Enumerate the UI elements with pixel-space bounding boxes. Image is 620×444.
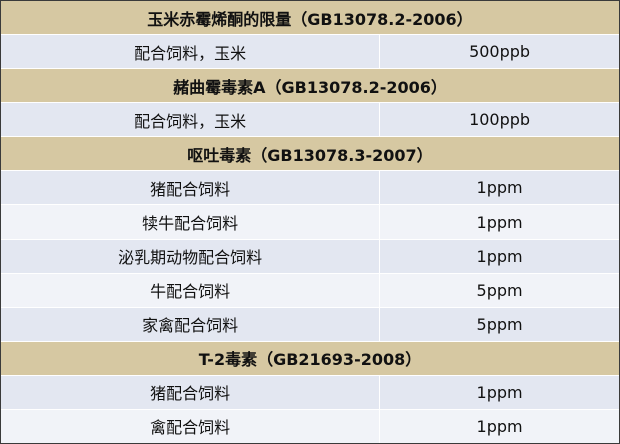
- feed-type: 泌乳期动物配合饲料: [118, 248, 263, 268]
- limit-value: 1ppm: [379, 239, 619, 273]
- feed-type: 猪配合饲料: [150, 179, 231, 199]
- section-title: T-2毒素（GB21693-2008）: [1, 341, 619, 376]
- feed-type: 家禽配合饲料: [142, 316, 239, 336]
- feed-type: 牛配合饲料: [150, 282, 231, 302]
- limit-value: 1ppm: [379, 375, 619, 409]
- table-row: 禽配合饲料 1ppm: [1, 409, 619, 444]
- feed-type: 配合饲料，玉米: [134, 43, 247, 63]
- table-row: 猪配合饲料 1ppm: [1, 171, 619, 206]
- section-title: 呕吐毒素（GB13078.3-2007）: [1, 137, 619, 172]
- table-row: 配合饲料，玉米 100ppb: [1, 103, 619, 138]
- limit-value: 1ppm: [379, 171, 619, 205]
- table-row: 猪配合饲料 1ppm: [1, 375, 619, 410]
- limit-value: 100ppb: [379, 103, 619, 137]
- section-title: 赭曲霉毒素A（GB13078.2-2006）: [1, 69, 619, 104]
- limit-value: 5ppm: [379, 307, 619, 341]
- limit-value: 1ppm: [379, 409, 619, 444]
- feed-type: 配合饲料，玉米: [134, 111, 247, 131]
- table-row: 泌乳期动物配合饲料 1ppm: [1, 239, 619, 274]
- limit-value: 1ppm: [379, 205, 619, 239]
- limit-value: 5ppm: [379, 273, 619, 307]
- feed-type: 猪配合饲料: [150, 384, 231, 404]
- feed-type: 禽配合饲料: [150, 418, 231, 438]
- section-title: 玉米赤霉烯酮的限量（GB13078.2-2006）: [1, 1, 619, 36]
- limit-value: 500ppb: [379, 35, 619, 69]
- table-row: 配合饲料，玉米 500ppb: [1, 35, 619, 70]
- table-row: 牛配合饲料 5ppm: [1, 273, 619, 308]
- table-row: 犊牛配合饲料 1ppm: [1, 205, 619, 240]
- feed-type: 犊牛配合饲料: [142, 214, 239, 233]
- table-row: 家禽配合饲料 5ppm: [1, 307, 619, 342]
